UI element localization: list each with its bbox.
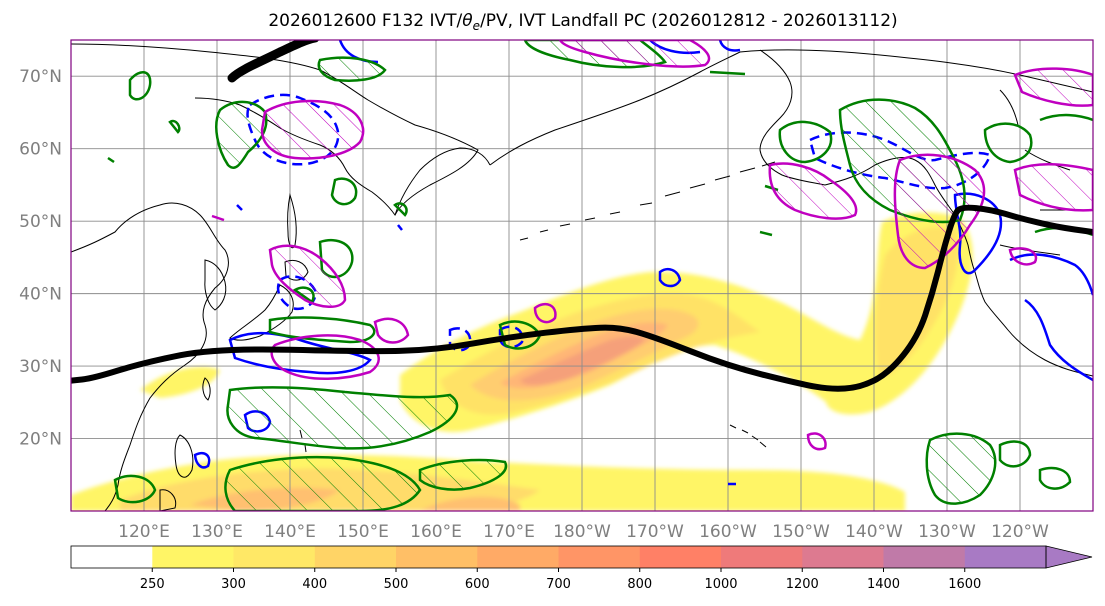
lat-tick-label: 20°N <box>19 430 62 450</box>
colorbar-segment <box>883 546 966 568</box>
colorbar-segment <box>964 546 1047 568</box>
lon-tick-label: 150°E <box>337 522 389 542</box>
lon-tick-label: 140°W <box>845 522 903 542</box>
colorbar-tick-label: 800 <box>627 577 652 592</box>
coast-canada-interior <box>999 89 1093 256</box>
lon-tick-label: 150°W <box>772 522 830 542</box>
colorbar-tick-label: 1400 <box>867 577 900 592</box>
colorbar-segment <box>396 546 478 568</box>
blue-contour <box>236 204 736 486</box>
coast-korea <box>204 259 227 311</box>
ivt-landfall-pc-line <box>71 204 1093 392</box>
magenta-contour-hatched <box>268 244 347 308</box>
blue-contour <box>658 268 682 288</box>
magenta-contour-hatched <box>558 40 711 68</box>
magenta-contour <box>211 214 827 451</box>
colorbar-tick-label: 1600 <box>948 577 981 592</box>
colorbar-segment <box>721 546 803 568</box>
green-contour <box>330 177 408 217</box>
lon-tick-label: 130°W <box>918 522 976 542</box>
magenta-contour-hatched <box>260 99 365 160</box>
coast-kamchatka <box>394 147 491 216</box>
map-panel <box>71 40 1093 511</box>
colorbar-tick-label: 1200 <box>786 577 819 592</box>
green-contour-hatched <box>215 100 268 169</box>
magenta-contour-hatched <box>1013 162 1093 212</box>
colorbar: 250 300 400 500 600 700 800 1000 1200 1400 1600 <box>70 545 1093 592</box>
lat-tick-label: 40°N <box>19 285 62 305</box>
lat-tick-label: 30°N <box>19 357 62 377</box>
lat-tick-label: 60°N <box>19 140 62 160</box>
magenta-contour <box>270 334 380 380</box>
colorbar-tick-label: 600 <box>465 577 490 592</box>
colorbar-segment <box>71 546 153 568</box>
green-contour <box>983 122 1033 164</box>
colorbar-tick-label: 500 <box>384 577 409 592</box>
lon-tick-label: 130°E <box>191 522 243 542</box>
green-contour-hatched <box>226 386 459 450</box>
colorbar-segment <box>314 546 397 568</box>
colorbar-segment <box>639 546 722 568</box>
lon-tick-label: 120°E <box>118 522 170 542</box>
colorbar-tick-label: 700 <box>546 577 571 592</box>
lon-tick-label: 160°W <box>699 522 757 542</box>
colorbar-tick-label: 250 <box>140 577 165 592</box>
lat-tick-label: 50°N <box>19 212 62 232</box>
lon-tick-label: 120°W <box>991 522 1049 542</box>
colorbar-tick-label: 300 <box>221 577 246 592</box>
map-frame <box>70 39 1094 512</box>
green-contour <box>113 474 157 504</box>
ivt-band-600 <box>520 336 645 386</box>
longitude-axis: 120°E 130°E 140°E 150°E 160°E 170°E 180°W 170°W… <box>118 522 1049 542</box>
colorbar-segment <box>558 546 641 568</box>
coast-honshu <box>229 284 294 341</box>
coast-philippines <box>159 434 194 511</box>
latitude-axis: 20°N 30°N 40°N 50°N 60°N 70°N <box>19 67 62 449</box>
colorbar-segment <box>477 546 560 568</box>
green-contour-hatched <box>925 432 997 505</box>
magenta-contour <box>373 302 557 344</box>
colorbar-segment <box>233 546 316 568</box>
colorbar-segment <box>152 546 235 568</box>
colorbar-tick-label: 400 <box>302 577 327 592</box>
lon-tick-label: 160°E <box>410 522 462 542</box>
green-contour-hatched <box>418 458 508 491</box>
colorbar-segment <box>802 546 885 568</box>
coast-asia-mainland <box>71 202 229 511</box>
green-contour <box>778 120 833 164</box>
green-contour <box>107 71 181 164</box>
magenta-contour <box>1008 247 1038 266</box>
magenta-contour-hatched <box>1013 67 1093 107</box>
theta-e-magenta <box>211 40 1093 451</box>
coast-north-america <box>954 214 1093 377</box>
coast-aleutians <box>519 161 776 241</box>
blue-contour <box>1009 253 1093 382</box>
colorbar-tick-label: 1000 <box>704 577 737 592</box>
lon-tick-label: 140°E <box>264 522 316 542</box>
coast-chukotka <box>489 51 741 166</box>
green-contour-hatched <box>224 455 422 511</box>
ivt-west-band <box>140 366 220 398</box>
chart-title: 2026012600 F132 IVT/θe/PV, IVT Landfall … <box>268 11 897 33</box>
green-contour <box>998 440 1072 490</box>
lat-tick-label: 70°N <box>19 67 62 87</box>
lon-tick-label: 170°E <box>483 522 535 542</box>
green-contour-hatched <box>317 56 387 82</box>
coast-hawaii <box>729 424 767 448</box>
lon-tick-label: 180°W <box>553 522 611 542</box>
magenta-contour-hatched <box>768 162 858 220</box>
coast-taiwan <box>202 377 211 401</box>
magenta-contour-hatched <box>893 153 986 270</box>
colorbar-extend-arrow <box>1045 545 1093 569</box>
lon-tick-label: 170°W <box>626 522 684 542</box>
